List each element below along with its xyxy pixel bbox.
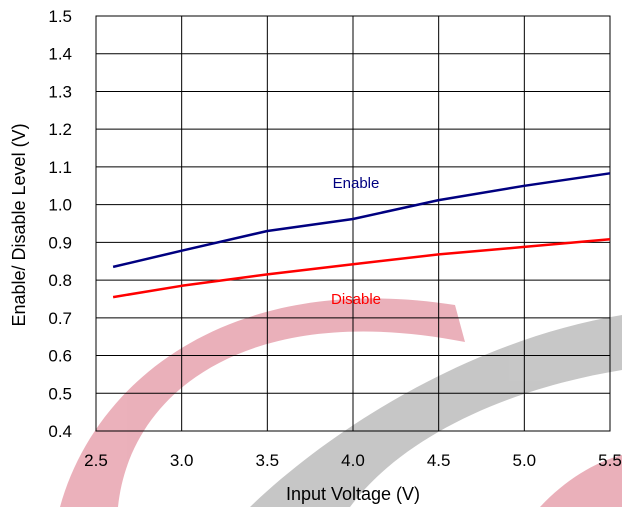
- y-tick-label: 1.4: [48, 45, 72, 64]
- x-tick-label: 4.5: [427, 451, 451, 470]
- y-tick-label: 0.6: [48, 347, 72, 366]
- y-tick-label: 0.8: [48, 271, 72, 290]
- x-tick-label: 2.5: [84, 451, 108, 470]
- y-tick-label: 0.9: [48, 233, 72, 252]
- y-tick-label: 1.3: [48, 82, 72, 101]
- y-tick-label: 1.0: [48, 196, 72, 215]
- x-axis-ticks: 2.5 3.0 3.5 4.0 4.5 5.0 5.5: [84, 451, 622, 470]
- y-tick-label: 0.4: [48, 422, 72, 441]
- series-label-disable: Disable: [331, 291, 381, 308]
- x-tick-label: 3.0: [170, 451, 194, 470]
- x-axis-title: Input Voltage (V): [286, 484, 420, 504]
- y-tick-label: 1.1: [48, 158, 72, 177]
- y-tick-label: 1.2: [48, 120, 72, 139]
- y-tick-label: 1.5: [48, 7, 72, 26]
- watermark-graphic: [60, 298, 622, 507]
- x-tick-label: 5.5: [598, 451, 622, 470]
- y-tick-label: 0.7: [48, 309, 72, 328]
- x-tick-label: 4.0: [341, 451, 365, 470]
- y-axis-ticks: 0.4 0.5 0.6 0.7 0.8 0.9 1.0 1.1 1.2 1.3 1.4 1.5: [48, 7, 72, 441]
- series-line-disable: [113, 239, 610, 297]
- y-axis-title: Enable/ Disable Level (V): [9, 123, 29, 326]
- x-tick-label: 5.0: [513, 451, 537, 470]
- y-tick-label: 0.5: [48, 384, 72, 403]
- watermark-gray-arc: [250, 315, 622, 507]
- series-label-enable: Enable: [333, 175, 380, 192]
- x-tick-label: 3.5: [256, 451, 280, 470]
